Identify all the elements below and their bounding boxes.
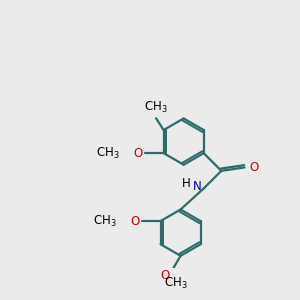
Text: O: O [160,268,169,282]
Text: O: O [133,147,142,160]
Text: O: O [250,161,259,174]
Text: N: N [193,180,202,193]
Text: CH$_3$: CH$_3$ [144,100,168,115]
Text: CH$_3$: CH$_3$ [164,276,188,291]
Text: CH$_3$: CH$_3$ [96,146,119,161]
Text: CH$_3$: CH$_3$ [93,214,116,229]
Text: O: O [130,214,140,228]
Text: H: H [182,177,190,190]
